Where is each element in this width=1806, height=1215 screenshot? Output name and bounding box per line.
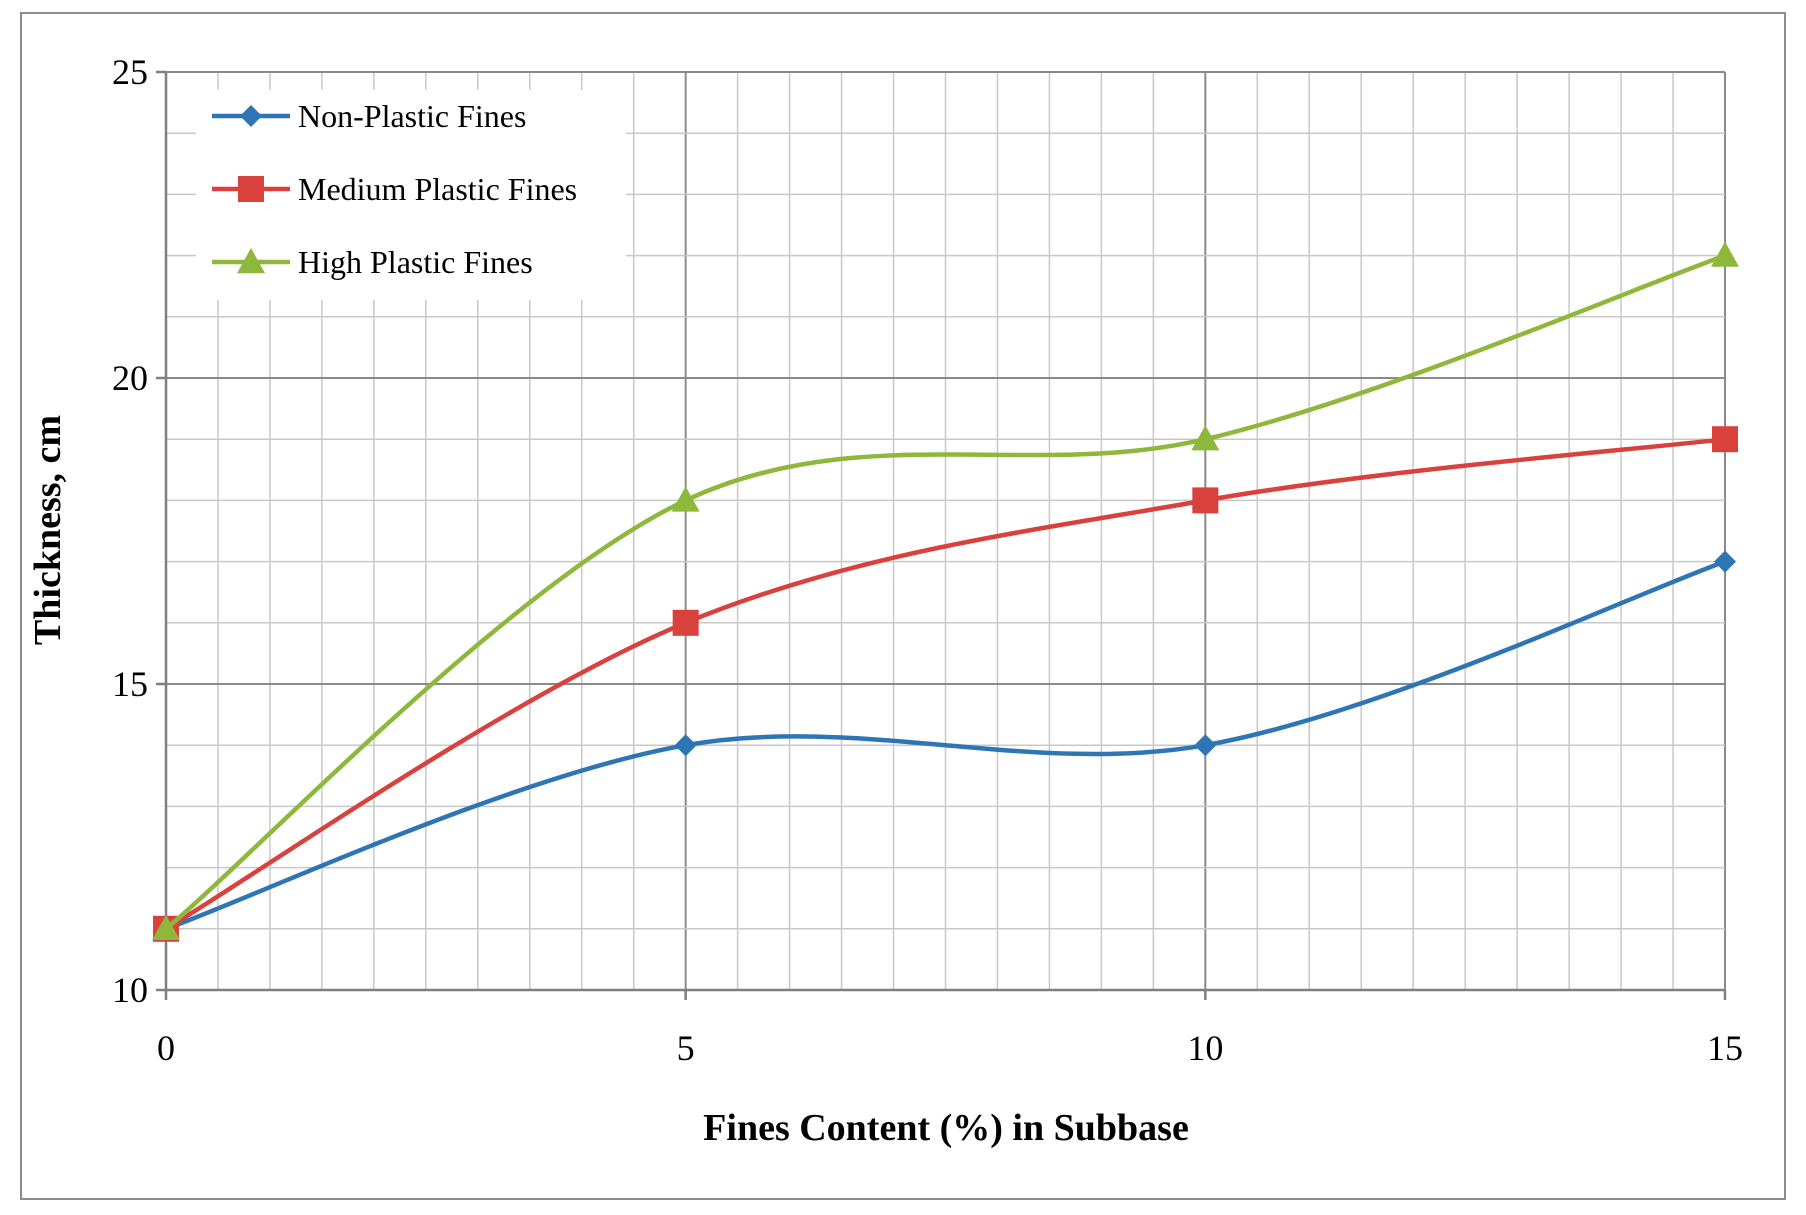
data-point-high-plastic-fines: [1711, 241, 1739, 267]
axes: [156, 70, 1727, 1000]
legend-marker-square: [238, 176, 264, 202]
legend-item-non-plastic-fines: Non-Plastic Fines: [212, 98, 526, 134]
series-line-high-plastic-fines: [164, 253, 1726, 931]
series-line-medium-plastic-fines: [164, 436, 1726, 931]
x-tick-label: 15: [1707, 1028, 1743, 1068]
legend-marker-triangle: [237, 248, 265, 274]
y-tick-label: 10: [112, 970, 148, 1010]
data-point-non-plastic-fines: [674, 734, 697, 757]
y-axis-title: Thickness, cm: [27, 415, 69, 645]
x-axis-title: Fines Content (%) in Subbase: [703, 1107, 1189, 1149]
y-tick-label: 20: [112, 358, 148, 398]
legend-label: High Plastic Fines: [298, 244, 533, 280]
legend-label: Non-Plastic Fines: [298, 98, 526, 134]
data-point-high-plastic-fines: [671, 486, 700, 512]
tick-labels: 10 15 20 25 0 5 10 15: [112, 52, 1743, 1068]
data-point-medium-plastic-fines: [1192, 487, 1219, 514]
series-line-non-plastic-fines: [165, 559, 1726, 931]
legend-item-high-plastic-fines: High Plastic Fines: [212, 244, 533, 280]
data-point-high-plastic-fines: [152, 914, 180, 940]
x-tick-label: 0: [157, 1028, 175, 1068]
data-point-high-plastic-fines: [1191, 425, 1220, 451]
legend-label: Medium Plastic Fines: [298, 171, 577, 207]
data-point-non-plastic-fines: [1194, 734, 1217, 757]
legend: Non-Plastic Fines Medium Plastic Fines Hig…: [196, 90, 626, 300]
data-point-non-plastic-fines: [1714, 550, 1736, 573]
y-tick-label: 15: [112, 664, 148, 704]
x-tick-label: 5: [677, 1028, 695, 1068]
x-tick-label: 10: [1187, 1028, 1223, 1068]
series-high-plastic-fines: [152, 241, 1739, 940]
legend-item-medium-plastic-fines: Medium Plastic Fines: [212, 171, 577, 207]
data-point-medium-plastic-fines: [672, 609, 699, 636]
series: [152, 241, 1739, 942]
legend-marker-diamond: [240, 105, 262, 127]
legend-box: [196, 90, 626, 300]
y-tick-label: 25: [112, 52, 148, 92]
data-point-medium-plastic-fines: [1712, 426, 1738, 453]
